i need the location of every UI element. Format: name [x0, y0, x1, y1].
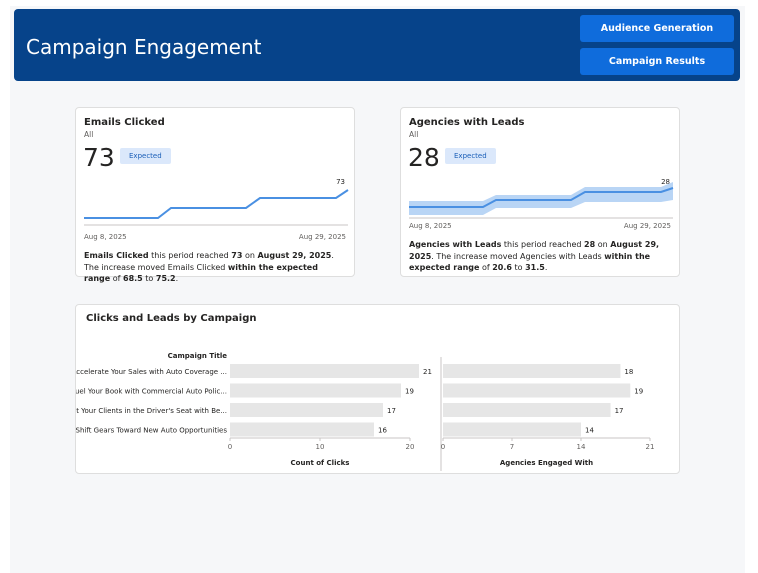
card-description: Emails Clicked this period reached 73 on…	[84, 251, 334, 283]
bar-value-label: 18	[624, 368, 633, 376]
chart-title: Clicks and Leads by Campaign	[86, 313, 257, 324]
agencies-with-leads-card: Agencies with Leads All 28 Expected 28 A…	[400, 107, 680, 277]
kpi-value: 28	[408, 143, 440, 172]
x-axis-title: Agencies Engaged With	[500, 459, 593, 467]
x-tick-label: 0	[228, 443, 232, 451]
campaign-results-button[interactable]: Campaign Results	[580, 48, 734, 75]
date-end: Aug 29, 2025	[298, 233, 346, 241]
card-description: Agencies with Leads this period reached …	[409, 240, 660, 272]
kpi-value: 73	[83, 143, 115, 172]
card-title: Emails Clicked	[84, 117, 165, 128]
x-tick-label: 14	[577, 443, 586, 451]
x-tick-label: 10	[316, 443, 325, 451]
date-end: Aug 29, 2025	[623, 222, 671, 230]
bar-value-label: 17	[387, 407, 396, 415]
sparkline-chart: 73	[84, 178, 349, 226]
category-axis-title: Campaign Title	[168, 352, 228, 360]
sparkline-line	[409, 187, 674, 208]
bar	[443, 403, 611, 417]
sparkline-end-label: 73	[336, 178, 345, 186]
category-label: Fuel Your Book with Commercial Auto Poli…	[76, 388, 227, 396]
category-label: Put Your Clients in the Driver's Seat wi…	[76, 407, 227, 415]
card-filter: All	[409, 130, 419, 139]
status-badge: Expected	[445, 148, 496, 164]
sparkline-chart: 28	[409, 178, 674, 219]
audience-generation-button[interactable]: Audience Generation	[580, 15, 734, 42]
bar	[230, 403, 383, 417]
desc-metric: Agencies with Leads	[409, 240, 502, 249]
sparkline-line	[84, 189, 349, 219]
x-tick-label: 0	[441, 443, 445, 451]
desc-metric: Emails Clicked	[84, 251, 149, 260]
report-header: Campaign Engagement Audience Generation …	[14, 9, 740, 81]
card-filter: All	[84, 130, 94, 139]
clicks-and-leads-card: Clicks and Leads by Campaign Campaign Ti…	[75, 304, 680, 474]
date-start: Aug 8, 2025	[409, 222, 452, 230]
emails-clicked-card: Emails Clicked All 73 Expected 73 Aug 8,…	[75, 107, 355, 283]
status-badge: Expected	[120, 148, 171, 164]
date-start: Aug 8, 2025	[84, 233, 127, 241]
report-canvas	[10, 6, 745, 573]
x-tick-label: 7	[510, 443, 514, 451]
x-tick-label: 20	[406, 443, 415, 451]
bar-value-label: 19	[405, 388, 414, 396]
bar	[443, 422, 581, 437]
bar	[443, 383, 631, 398]
bar-value-label: 14	[585, 427, 594, 435]
expected-range-band	[409, 182, 673, 215]
bar	[230, 364, 419, 378]
x-tick-label: 21	[646, 443, 655, 451]
bar-value-label: 19	[634, 388, 643, 396]
page-title: Campaign Engagement	[26, 35, 262, 59]
bar	[443, 364, 621, 378]
category-label: Shift Gears Toward New Auto Opportunitie…	[76, 427, 227, 435]
clicks-and-leads-bar-chart: Campaign Title Accelerate Your Sales with…	[76, 352, 655, 471]
sparkline-end-label: 28	[661, 178, 670, 186]
x-axis-title: Count of Clicks	[291, 459, 350, 467]
bar	[230, 422, 374, 437]
bar-value-label: 21	[423, 368, 432, 376]
bar-value-label: 16	[378, 427, 387, 435]
bar-value-label: 17	[615, 407, 624, 415]
card-title: Agencies with Leads	[409, 117, 525, 128]
bar	[230, 383, 401, 398]
category-label: Accelerate Your Sales with Auto Coverage…	[76, 368, 227, 376]
